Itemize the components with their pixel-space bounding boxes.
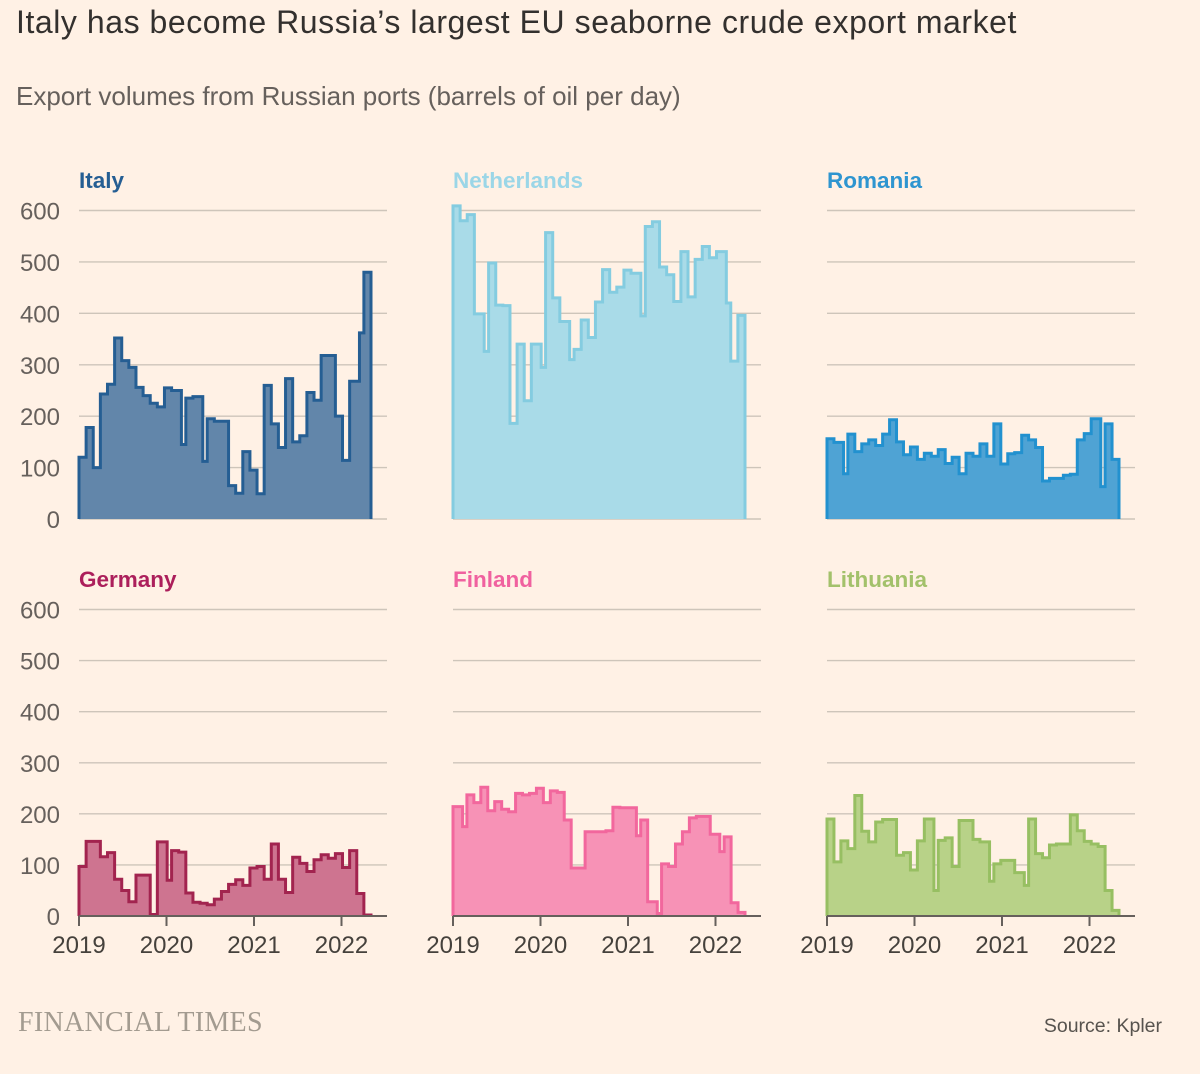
svg-text:2022: 2022 [1063, 932, 1116, 959]
svg-text:500: 500 [20, 250, 60, 277]
svg-text:600: 600 [20, 199, 60, 226]
svg-text:Finland: Finland [453, 567, 533, 592]
svg-text:400: 400 [20, 301, 60, 328]
svg-text:0: 0 [47, 904, 60, 931]
svg-text:300: 300 [20, 751, 60, 778]
svg-text:100: 100 [20, 456, 60, 483]
svg-text:2019: 2019 [800, 932, 853, 959]
svg-text:300: 300 [20, 353, 60, 380]
svg-text:2019: 2019 [426, 932, 479, 959]
svg-text:2021: 2021 [601, 932, 654, 959]
svg-text:Romania: Romania [827, 168, 923, 193]
svg-text:100: 100 [20, 853, 60, 880]
svg-text:200: 200 [20, 802, 60, 829]
svg-text:FINANCIAL TIMES: FINANCIAL TIMES [18, 1007, 263, 1038]
svg-text:Source: Kpler: Source: Kpler [1044, 1015, 1163, 1037]
svg-text:500: 500 [20, 649, 60, 676]
svg-text:2020: 2020 [514, 932, 567, 959]
svg-text:Germany: Germany [79, 567, 177, 592]
svg-text:Export volumes from Russian po: Export volumes from Russian ports (barre… [16, 81, 681, 111]
svg-text:Netherlands: Netherlands [453, 168, 583, 193]
svg-text:600: 600 [20, 598, 60, 625]
svg-text:200: 200 [20, 404, 60, 431]
svg-text:2020: 2020 [140, 932, 193, 959]
svg-text:2021: 2021 [975, 932, 1028, 959]
svg-text:400: 400 [20, 700, 60, 727]
svg-text:Italy has become Russia’s larg: Italy has become Russia’s largest EU sea… [16, 4, 1017, 40]
svg-text:2019: 2019 [52, 932, 105, 959]
svg-text:Lithuania: Lithuania [827, 567, 927, 592]
svg-text:2022: 2022 [315, 932, 368, 959]
svg-text:2022: 2022 [689, 932, 742, 959]
svg-text:0: 0 [47, 507, 60, 534]
svg-text:2021: 2021 [227, 932, 280, 959]
svg-text:Italy: Italy [79, 168, 125, 193]
svg-text:2020: 2020 [888, 932, 941, 959]
